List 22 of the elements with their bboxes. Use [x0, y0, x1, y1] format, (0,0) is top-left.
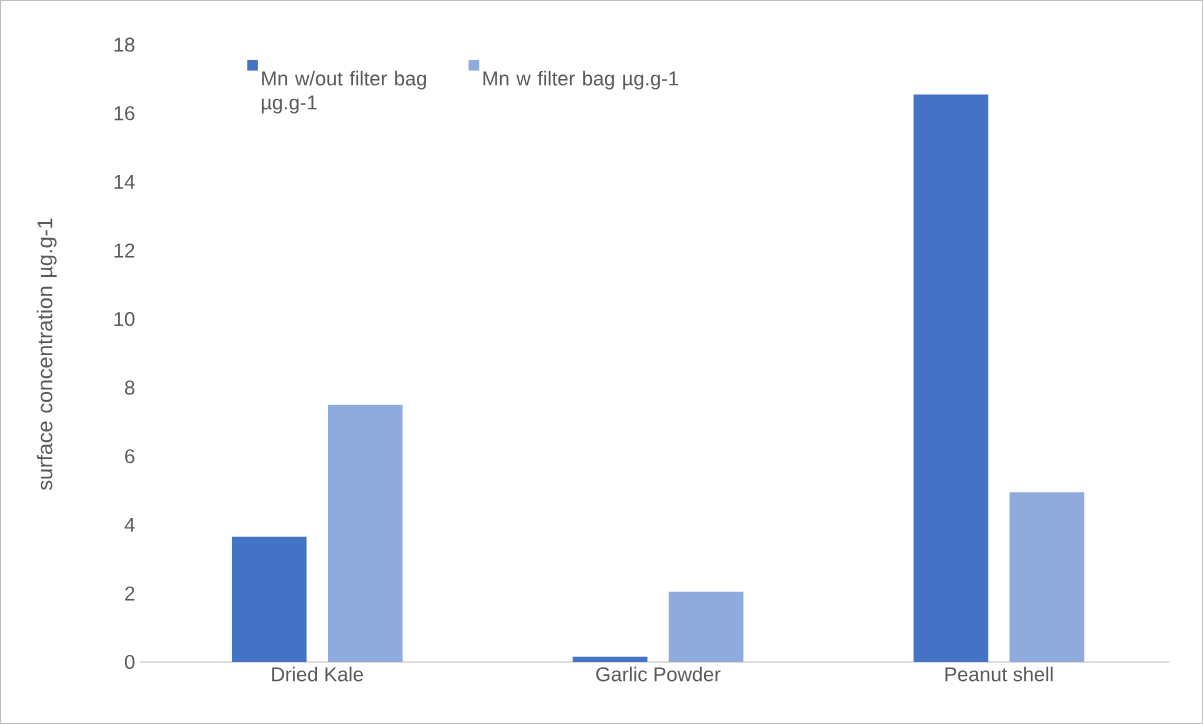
bar — [913, 94, 989, 662]
bar — [572, 656, 648, 662]
x-tick-label: Dried Kale — [272, 666, 363, 682]
y-tick-label: 16 — [114, 106, 135, 121]
bar — [668, 591, 744, 662]
x-tick-label: Peanut shell — [945, 666, 1053, 682]
y-tick-label: 0 — [124, 654, 135, 670]
y-tick-label: 2 — [125, 586, 135, 601]
x-tick-label: Garlic Powder — [596, 666, 721, 682]
y-tick-label: 18 — [114, 37, 135, 52]
y-tick-label: 8 — [125, 380, 135, 395]
y-tick-label: 6 — [125, 449, 135, 464]
legend-label: Mn w/out filter bag µg.g-1 — [261, 70, 426, 114]
bar — [327, 404, 403, 662]
y-axis-title: surface concentration µg.g-1 — [36, 218, 57, 490]
y-tick-label: 12 — [114, 243, 135, 258]
y-tick-label: 10 — [114, 311, 135, 327]
bar — [1009, 492, 1085, 662]
y-tick-label: 4 — [124, 517, 135, 532]
bar — [231, 536, 307, 662]
legend-label: Mn w filter bag µg.g-1 — [483, 70, 679, 90]
y-tick-label: 14 — [114, 174, 135, 189]
